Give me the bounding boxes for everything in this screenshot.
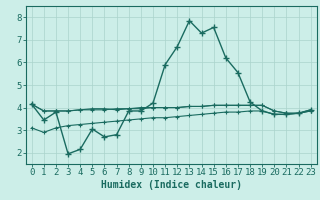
X-axis label: Humidex (Indice chaleur): Humidex (Indice chaleur)	[101, 180, 242, 190]
